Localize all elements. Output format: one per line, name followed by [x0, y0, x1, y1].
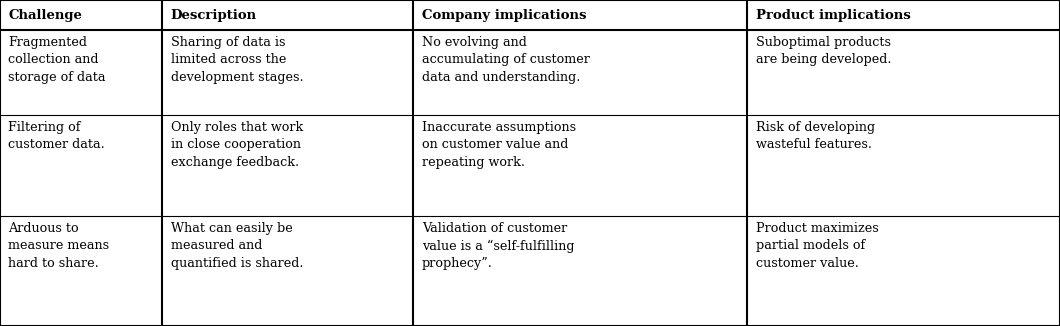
Text: Description: Description	[171, 8, 257, 22]
Text: Risk of developing
wasteful features.: Risk of developing wasteful features.	[756, 121, 874, 151]
Text: Validation of customer
value is a “self-fulfilling
prophecy”.: Validation of customer value is a “self-…	[422, 222, 575, 270]
Text: Only roles that work
in close cooperation
exchange feedback.: Only roles that work in close cooperatio…	[171, 121, 303, 169]
Text: Fragmented
collection and
storage of data: Fragmented collection and storage of dat…	[8, 36, 106, 84]
Text: Inaccurate assumptions
on customer value and
repeating work.: Inaccurate assumptions on customer value…	[422, 121, 576, 169]
Text: Challenge: Challenge	[8, 8, 83, 22]
Text: Product implications: Product implications	[756, 8, 911, 22]
Text: Sharing of data is
limited across the
development stages.: Sharing of data is limited across the de…	[171, 36, 303, 84]
Text: Arduous to
measure means
hard to share.: Arduous to measure means hard to share.	[8, 222, 109, 270]
Text: What can easily be
measured and
quantified is shared.: What can easily be measured and quantifi…	[171, 222, 303, 270]
Text: Product maximizes
partial models of
customer value.: Product maximizes partial models of cust…	[756, 222, 879, 270]
Text: Filtering of
customer data.: Filtering of customer data.	[8, 121, 105, 151]
Text: Suboptimal products
are being developed.: Suboptimal products are being developed.	[756, 36, 891, 67]
Text: Company implications: Company implications	[422, 8, 586, 22]
Text: No evolving and
accumulating of customer
data and understanding.: No evolving and accumulating of customer…	[422, 36, 589, 84]
